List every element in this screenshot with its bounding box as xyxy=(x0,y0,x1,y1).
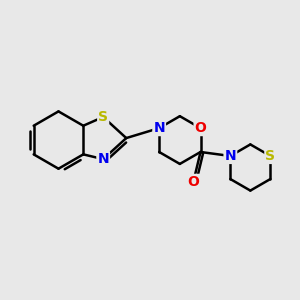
Text: S: S xyxy=(98,110,108,124)
Text: N: N xyxy=(98,152,109,166)
Text: S: S xyxy=(265,149,275,163)
Text: O: O xyxy=(188,175,199,189)
Text: O: O xyxy=(195,121,206,135)
Text: N: N xyxy=(224,149,236,163)
Text: N: N xyxy=(153,121,165,135)
